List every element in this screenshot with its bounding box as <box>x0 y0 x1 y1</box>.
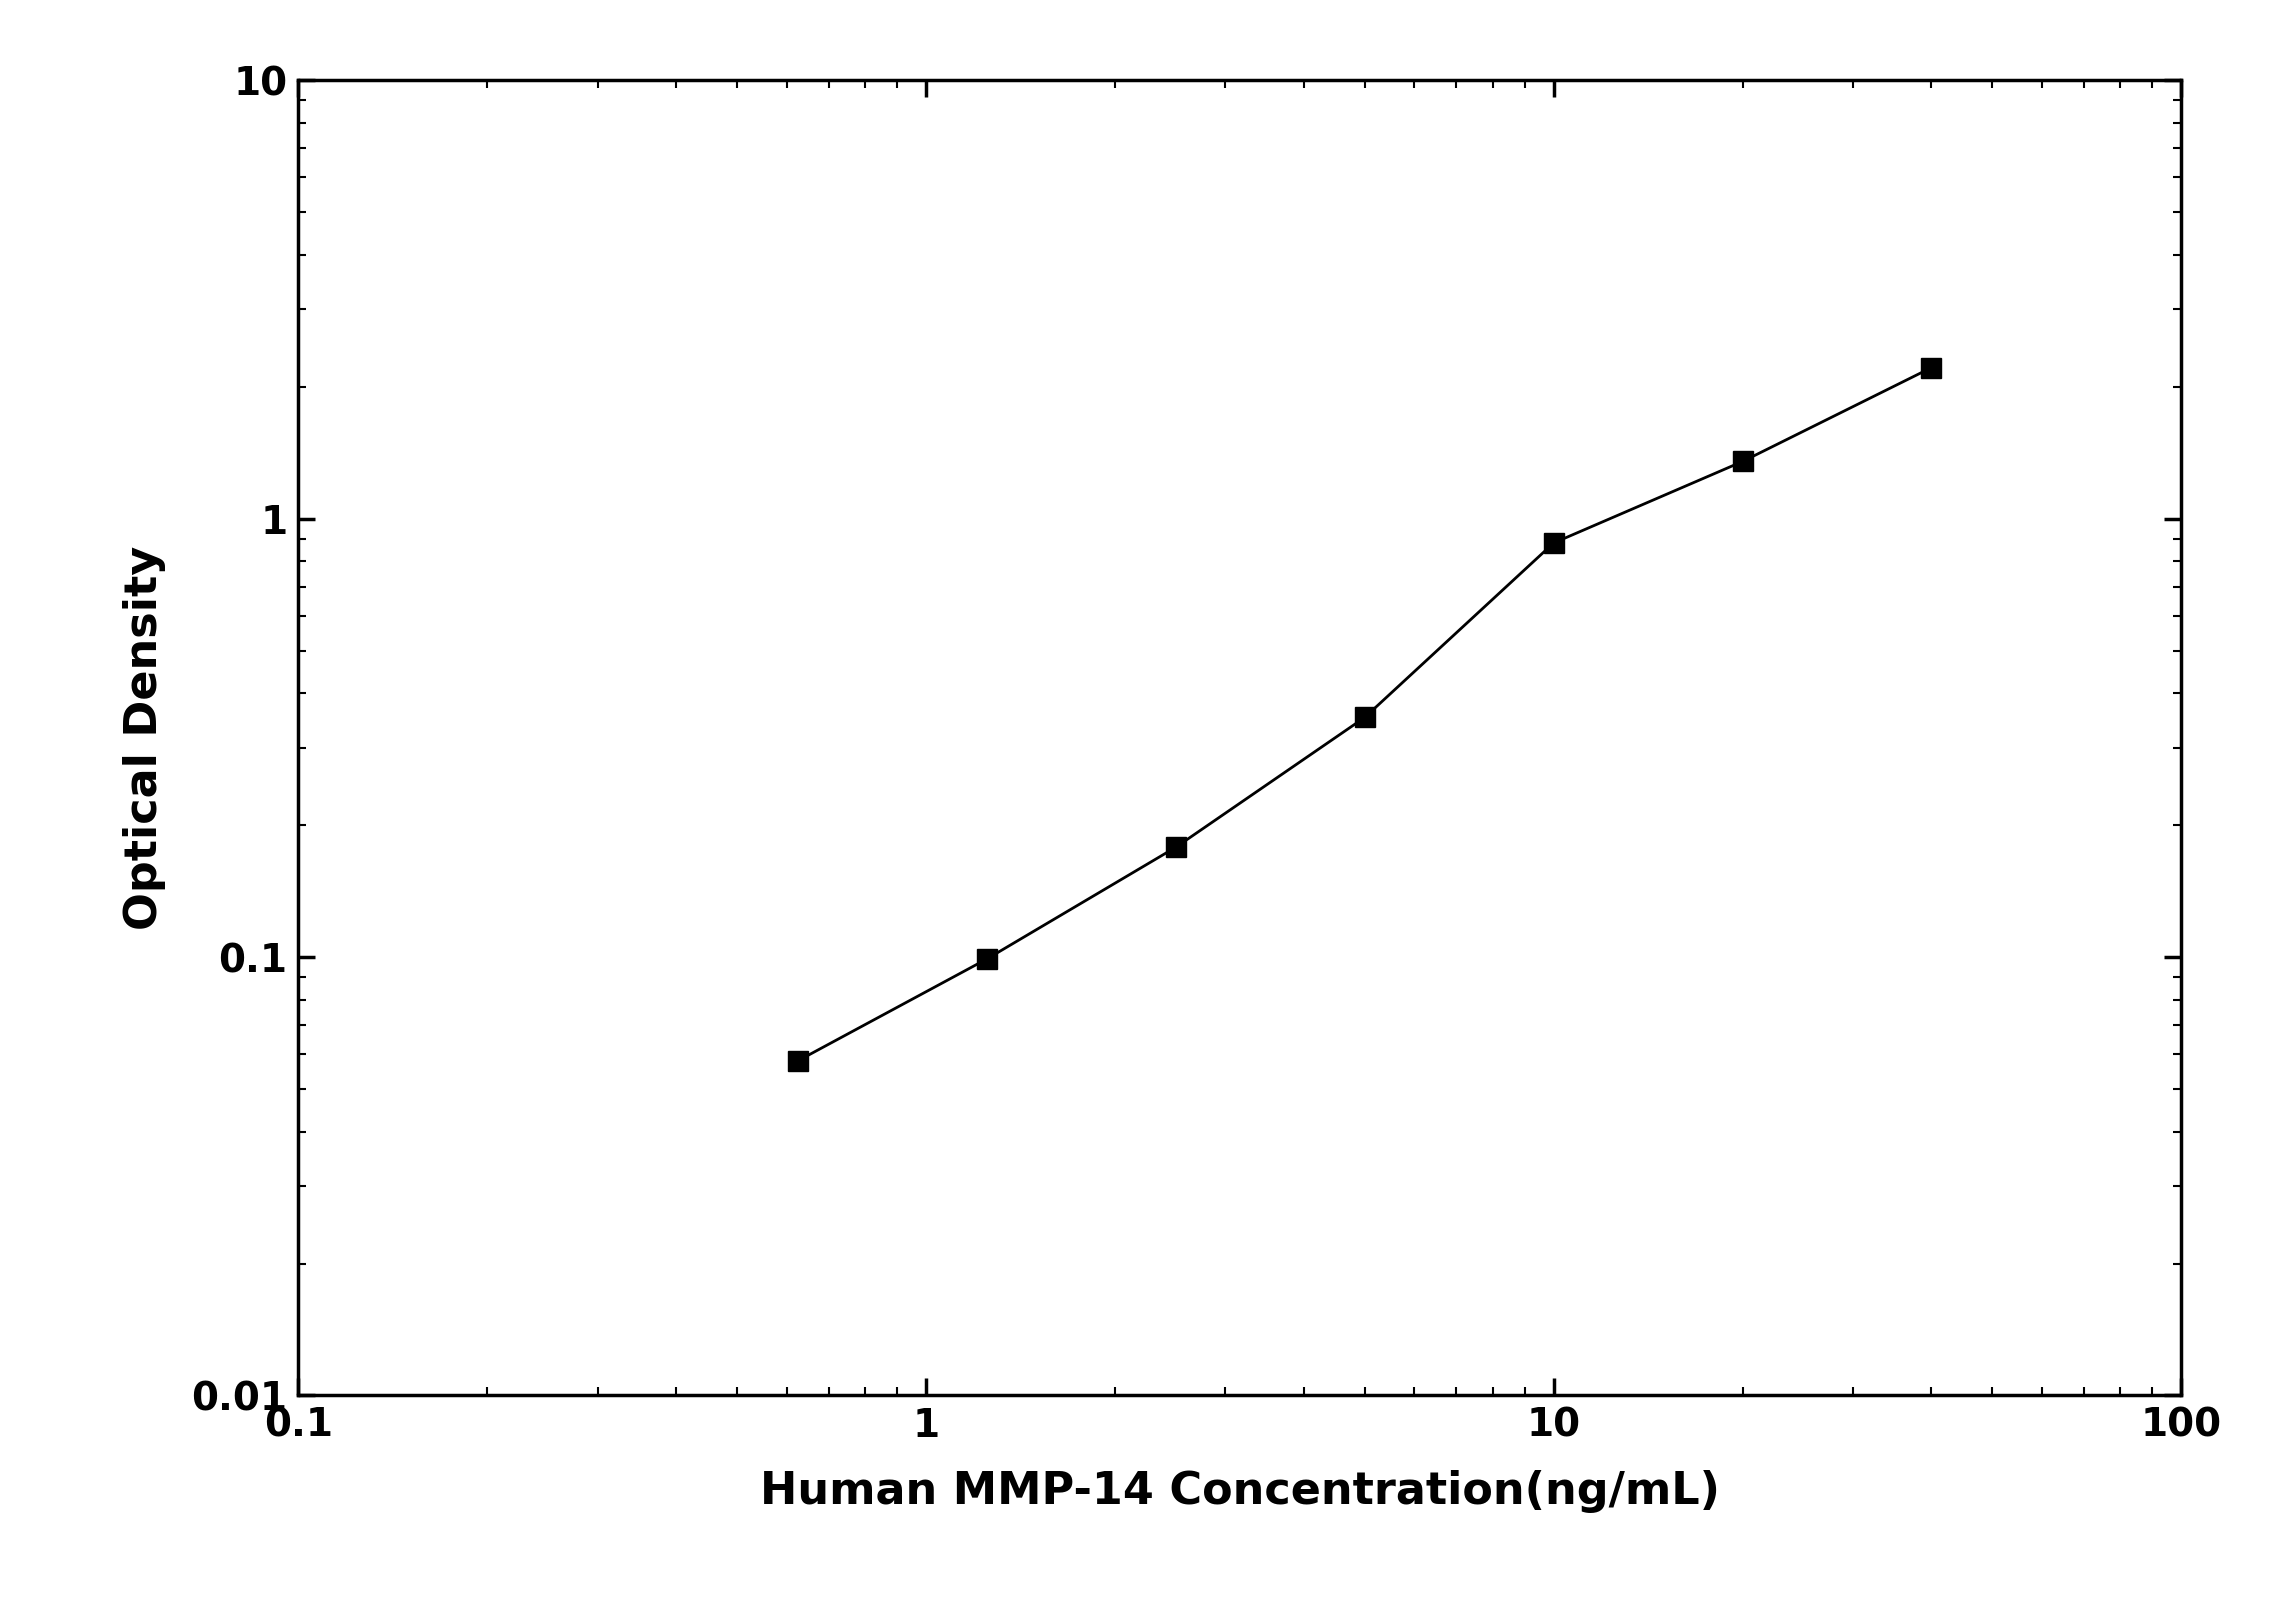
X-axis label: Human MMP-14 Concentration(ng/mL): Human MMP-14 Concentration(ng/mL) <box>760 1469 1720 1513</box>
Y-axis label: Optical Density: Optical Density <box>124 545 165 930</box>
